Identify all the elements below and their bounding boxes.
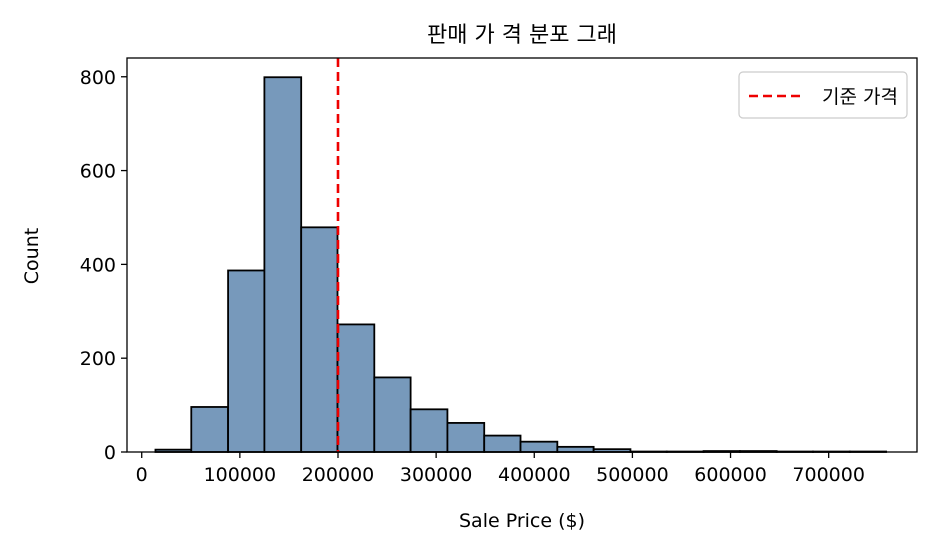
histogram-bar bbox=[374, 377, 410, 452]
y-tick-label: 400 bbox=[80, 254, 116, 276]
x-tick-label: 200000 bbox=[302, 464, 375, 486]
histogram-bar bbox=[484, 436, 520, 452]
y-tick-label: 800 bbox=[80, 67, 116, 89]
y-tick-label: 600 bbox=[80, 161, 116, 183]
x-tick-label: 0 bbox=[136, 464, 148, 486]
histogram-bar bbox=[447, 423, 484, 452]
y-axis: 0 200 400 600 800 bbox=[80, 67, 127, 464]
x-tick-label: 100000 bbox=[204, 464, 277, 486]
legend: 기준 가격 bbox=[739, 72, 907, 118]
x-axis: 0 100000 200000 300000 400000 500000 600000 700… bbox=[136, 452, 865, 486]
x-tick-label: 400000 bbox=[498, 464, 571, 486]
histogram-bar bbox=[228, 270, 264, 452]
x-tick-label: 700000 bbox=[792, 464, 865, 486]
histogram-bar bbox=[191, 407, 228, 452]
histogram-bar bbox=[264, 77, 301, 452]
histogram-bar bbox=[557, 447, 593, 452]
y-axis-label: Count bbox=[21, 228, 43, 284]
y-tick-label: 200 bbox=[80, 348, 116, 370]
x-axis-label: Sale Price ($) bbox=[459, 510, 585, 532]
histogram-bar bbox=[338, 324, 375, 452]
x-tick-label: 600000 bbox=[694, 464, 767, 486]
histogram-bar bbox=[411, 409, 448, 452]
x-tick-label: 300000 bbox=[400, 464, 473, 486]
bars-layer bbox=[155, 77, 886, 452]
legend-label: 기준 가격 bbox=[822, 86, 898, 108]
chart-title: 판매 가 격 분포 그래 bbox=[427, 23, 617, 48]
histogram-bar bbox=[521, 442, 558, 452]
histogram-bar bbox=[301, 227, 337, 452]
y-tick-label: 0 bbox=[104, 442, 116, 464]
x-tick-label: 500000 bbox=[596, 464, 669, 486]
